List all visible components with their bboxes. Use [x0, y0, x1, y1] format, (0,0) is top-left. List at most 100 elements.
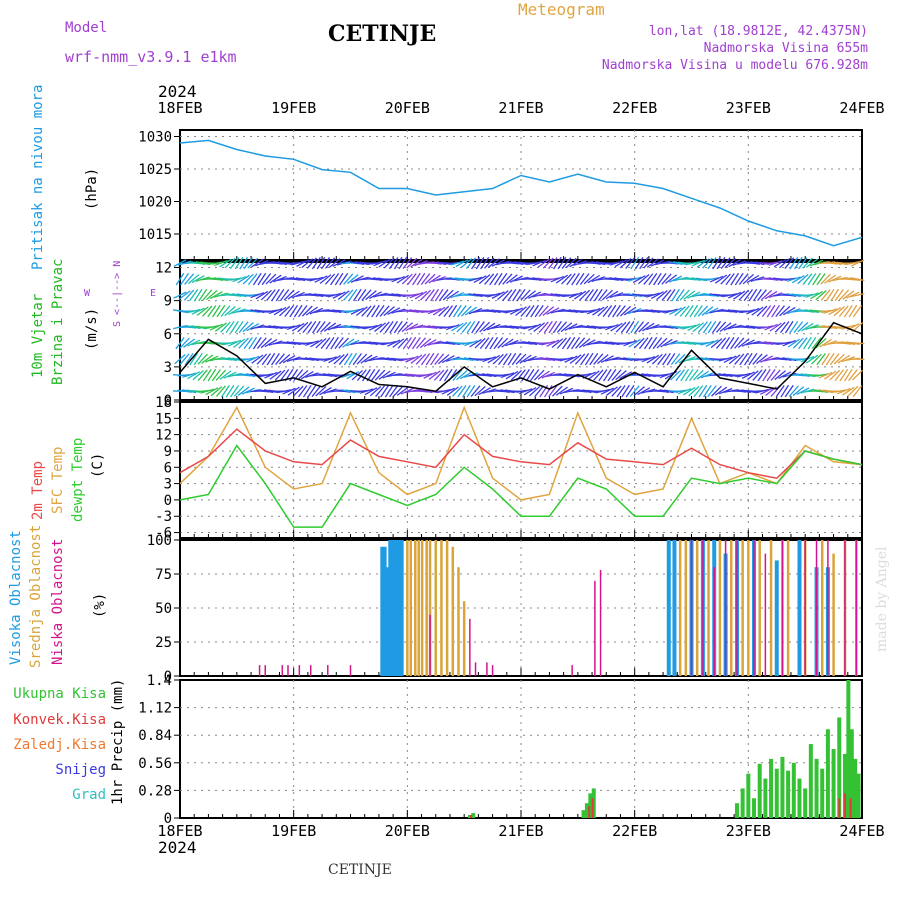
wind-arrow [766, 304, 776, 318]
wind-arrow [337, 290, 350, 300]
wind-arrow [577, 389, 592, 394]
wind-arrow [266, 289, 276, 302]
wind-arrow [229, 257, 240, 270]
wind-arrow [566, 273, 576, 286]
precip-total-bar [780, 756, 785, 818]
wind-arrow [841, 341, 856, 346]
wind-arrow [614, 259, 628, 268]
wind-arrow [842, 290, 855, 300]
wind-arrow [261, 273, 272, 286]
wind-arrow [359, 388, 374, 394]
wind-arrow [625, 385, 635, 398]
wind-arrow [428, 370, 441, 380]
wind-arrow [442, 289, 454, 301]
wind-ytick-label: 12 [155, 261, 172, 277]
wind-arrow [705, 339, 719, 347]
wind-arrow [527, 261, 542, 266]
wind-arrow [756, 354, 768, 365]
wind-arrow [352, 353, 362, 366]
wind-arrow [746, 307, 760, 315]
wind-arrow [728, 258, 742, 268]
wind-arrow [345, 325, 360, 330]
wind-arrow [452, 369, 463, 381]
x-tick-top-20feb: 20FEB [385, 99, 430, 117]
wind-arrow [250, 309, 265, 314]
wind-arrow [468, 293, 483, 298]
wind-arrow [565, 257, 577, 269]
wind-arrow [805, 292, 819, 298]
wind-arrow [466, 385, 476, 398]
wind-arrow [768, 277, 783, 282]
wind-arrow [671, 288, 680, 302]
wind-arrow [191, 275, 205, 284]
cloud-low-bar [309, 665, 312, 676]
wind-arrow [259, 373, 274, 378]
wind-arrow [509, 307, 523, 315]
wind-arrow [268, 325, 283, 330]
wind-arrow [728, 354, 741, 365]
wind-arrow [184, 352, 194, 366]
wind-arrow [682, 386, 696, 396]
wind-arrow [202, 369, 212, 382]
precip-total-bar [803, 788, 808, 818]
wind-arrow [752, 369, 763, 381]
wind-arrow [779, 305, 791, 317]
wind-arrow [574, 353, 586, 365]
cloud-low-bar [690, 540, 693, 676]
wind-arrow [348, 352, 358, 366]
wind-arrow [374, 322, 386, 332]
wind-arrow [427, 308, 442, 315]
wind-arrow [784, 385, 794, 398]
wind-arrow [300, 371, 314, 380]
wind-arrow [589, 353, 599, 366]
wind-arrow [591, 261, 606, 266]
wind-arrow [282, 355, 296, 364]
precip-ytick-label: 0.28 [138, 783, 172, 799]
wind-arrow [602, 305, 613, 318]
wind-arrow [205, 387, 219, 396]
wind-arrow [475, 256, 485, 270]
wind-arrow [815, 337, 827, 349]
cloud-low-bar [844, 540, 846, 676]
wind-arrow [615, 321, 627, 333]
wind-arrow [823, 340, 837, 347]
wind-arrow [689, 304, 699, 318]
wind-arrow [320, 256, 331, 270]
wind-arrow [832, 389, 847, 393]
wind-arrow [814, 389, 829, 394]
wind-arrow [229, 385, 240, 398]
wind-arrow [633, 337, 645, 349]
wind-arrow [466, 320, 476, 334]
wind-arrow [332, 259, 346, 267]
year-top: 2024 [158, 82, 197, 101]
wind-arrow [553, 256, 562, 270]
wind-arrow [306, 257, 317, 269]
wind-arrow [697, 305, 709, 317]
wind-arrow [251, 258, 264, 268]
wind-arrow [456, 321, 468, 333]
wind-arrow [700, 357, 715, 362]
wind-arrow [450, 291, 465, 299]
wind-arrow [301, 258, 314, 269]
wind-arrow [629, 385, 640, 397]
wind-arrow [561, 337, 572, 350]
wind-arrow [369, 291, 382, 299]
pressure-unit: (hPa) [84, 167, 100, 210]
wind-arrow [233, 385, 245, 397]
wind-arrow [766, 369, 776, 382]
wind-arrow [792, 386, 805, 397]
wind-arrow [811, 337, 822, 350]
wind-arrow [528, 291, 542, 299]
wind-arrow [479, 337, 490, 350]
cloud-low-bar [753, 540, 755, 676]
wind-arrow [627, 308, 642, 315]
wind-arrow [333, 353, 345, 365]
wind-arrow [543, 384, 553, 398]
wind-arrow [470, 385, 481, 397]
wind-arrow [634, 321, 645, 334]
wind-arrow [441, 341, 456, 345]
temperature-ytick-label: 15 [155, 411, 172, 427]
wind-arrow [748, 288, 758, 302]
wind-arrow [645, 292, 660, 298]
wind-arrow [825, 352, 835, 366]
